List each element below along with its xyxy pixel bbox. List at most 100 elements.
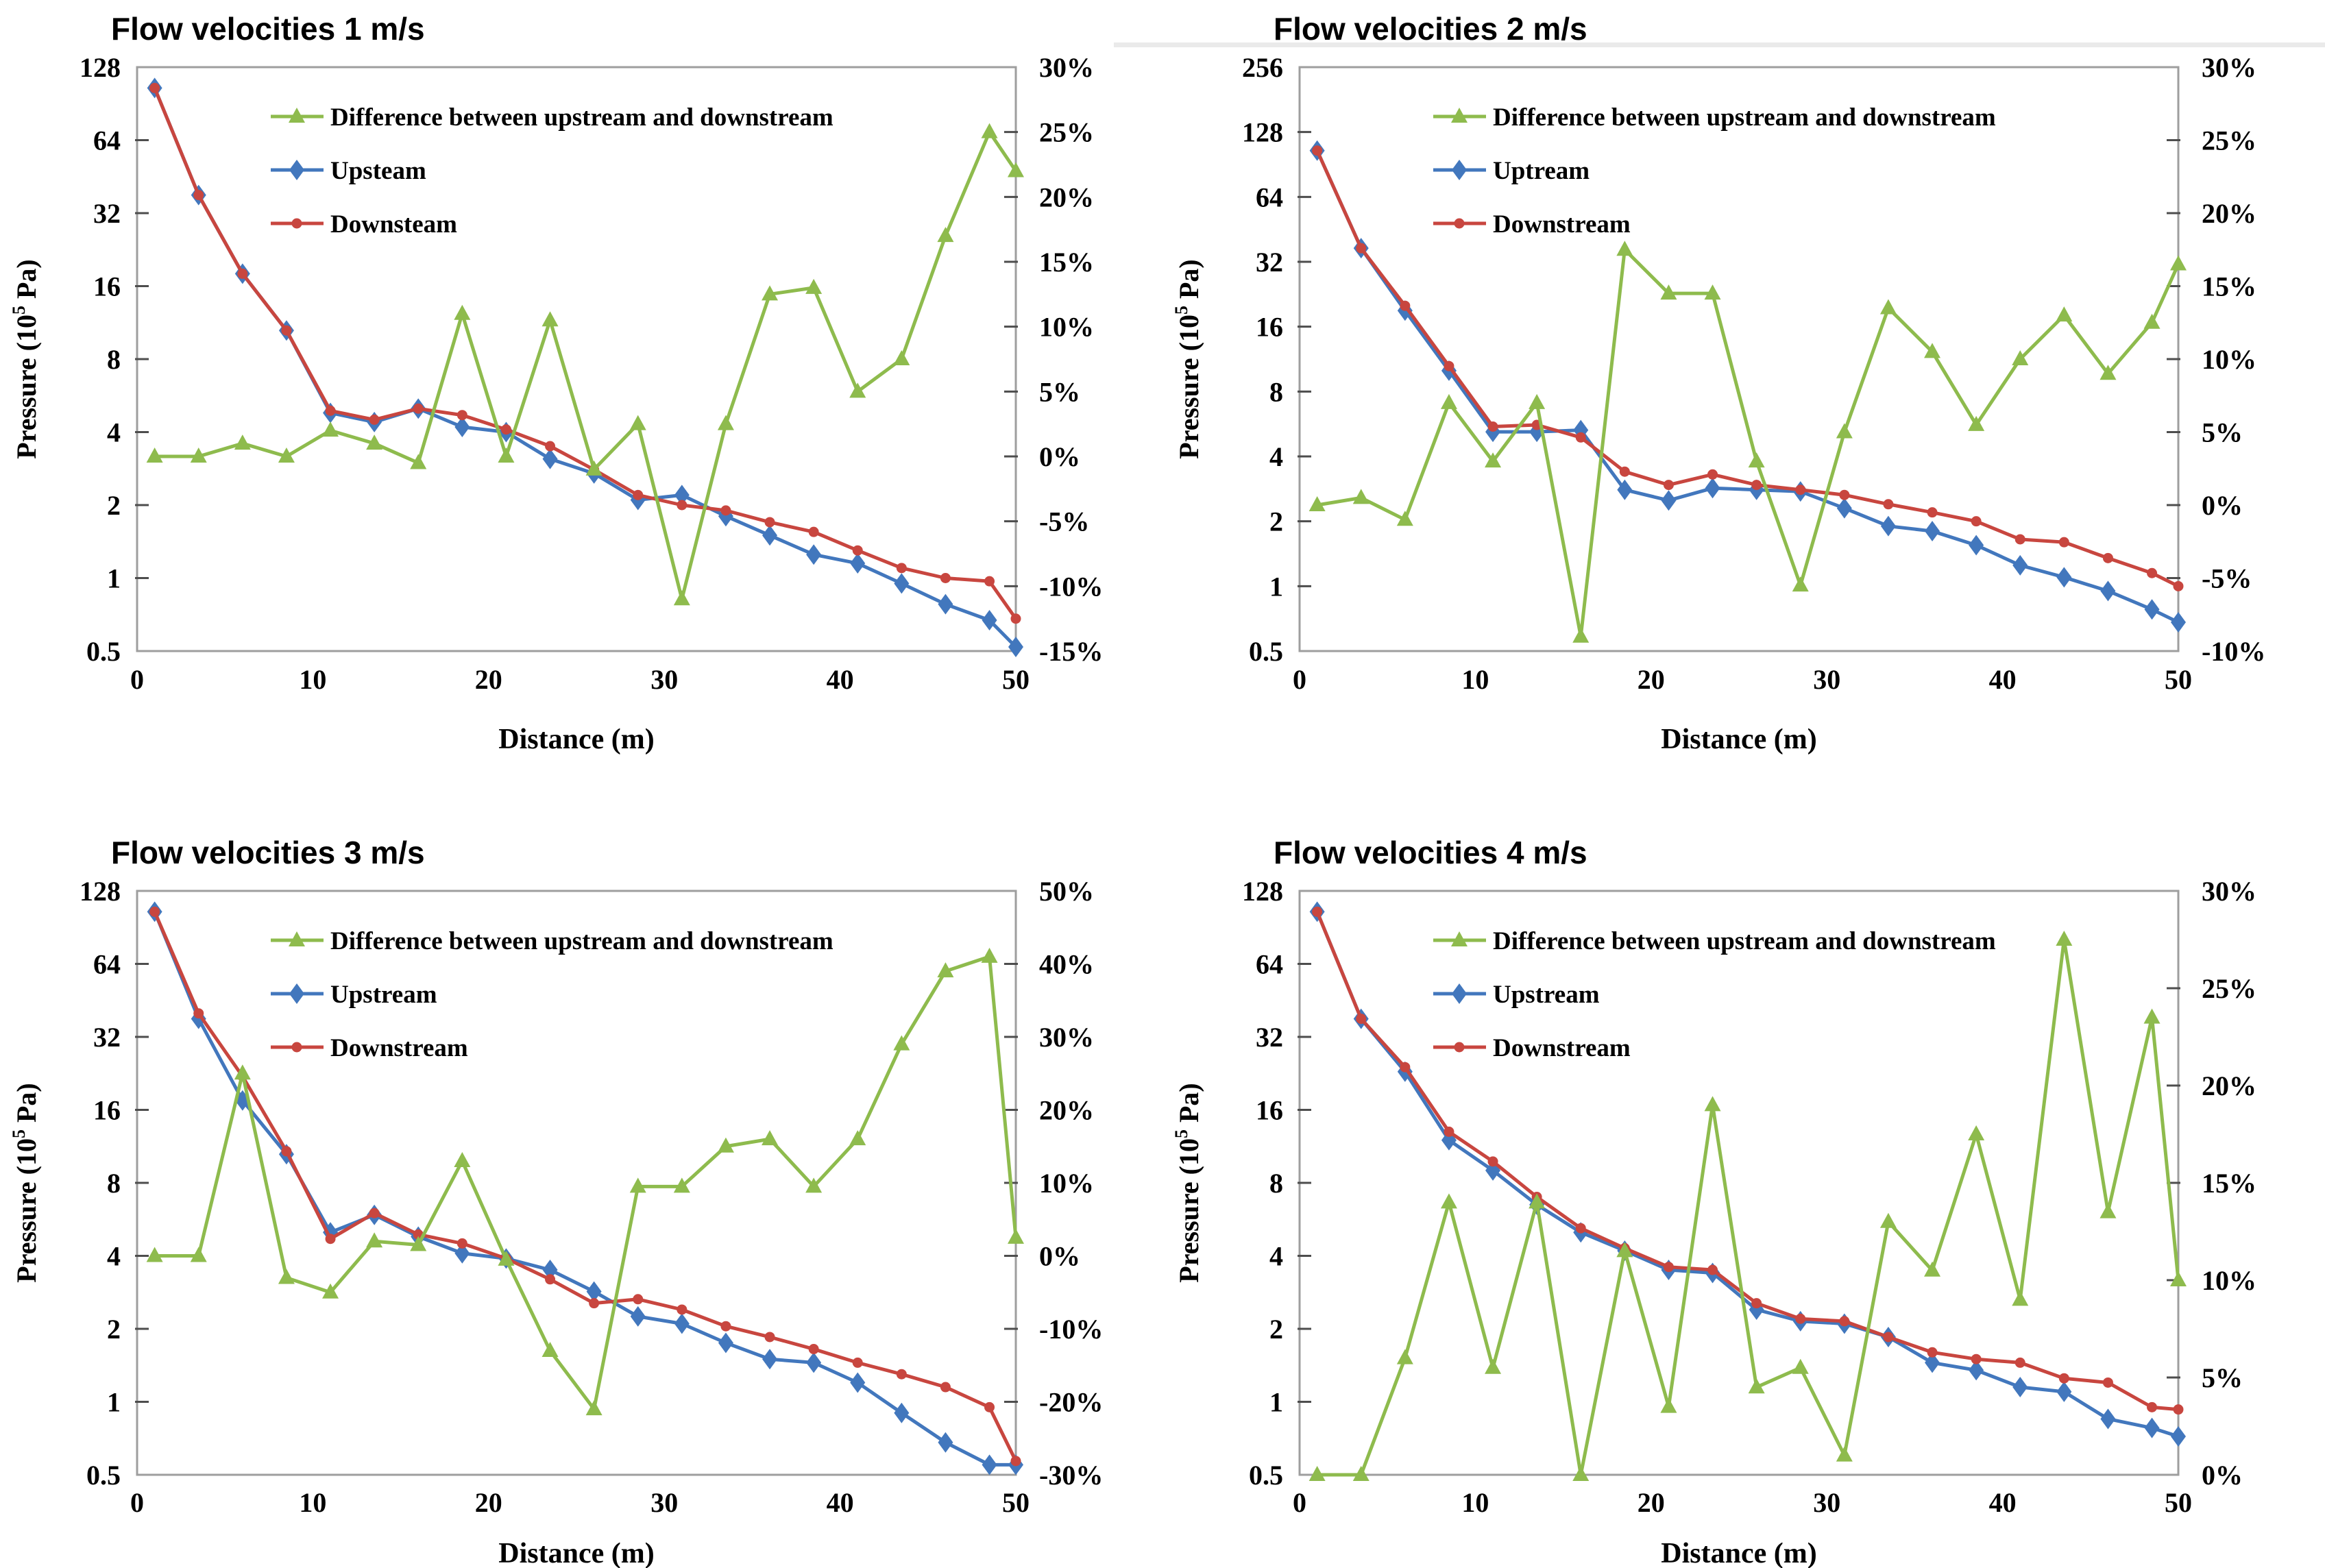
- downstream-marker: [193, 1008, 204, 1019]
- y-axis-label: Pressure (105 Pa): [9, 1083, 42, 1282]
- y-right-tick-label: 0%: [1039, 441, 1080, 472]
- plot-area: [1298, 890, 2180, 1476]
- downstream-marker: [1971, 516, 1982, 527]
- downstream-marker: [457, 1238, 467, 1249]
- y-right-tick-label: -10%: [1039, 571, 1103, 602]
- x-tick-label: 10: [1461, 664, 1489, 695]
- difference-marker: [2099, 365, 2117, 380]
- x-tick-label: 30: [1813, 664, 1840, 695]
- difference-marker: [1616, 241, 1633, 256]
- difference-marker: [1008, 1228, 1024, 1244]
- upstream-marker: [234, 1090, 250, 1111]
- downstream-marker: [1971, 1353, 1982, 1364]
- downstream-marker: [1575, 432, 1586, 443]
- difference-marker: [1836, 423, 1853, 439]
- difference-marker: [673, 1177, 690, 1193]
- x-tick-label: 20: [1638, 1487, 1665, 1518]
- legend-item-difference: Difference between upstream and downstre…: [271, 103, 833, 132]
- upstream-marker: [191, 1008, 206, 1029]
- legend-item-downstream: Downsteam: [271, 210, 457, 238]
- legend-item-upstream: Upsteam: [271, 157, 426, 185]
- y-right-tick-label: 30%: [1039, 1022, 1094, 1053]
- upstream-marker: [982, 610, 997, 631]
- difference-marker: [498, 448, 515, 463]
- y-right-tick-label: -5%: [2202, 563, 2252, 594]
- x-tick-label: 50: [1002, 664, 1030, 695]
- downstream-marker: [940, 573, 951, 583]
- downstream-marker: [1751, 480, 1762, 491]
- upstream-marker: [2144, 1417, 2160, 1438]
- y-right-tick-label: 30%: [2202, 876, 2256, 907]
- downstream-marker: [2102, 1377, 2113, 1388]
- difference-marker: [849, 1130, 866, 1146]
- downstream-marker: [369, 1208, 380, 1218]
- difference-marker: [1529, 1193, 1546, 1209]
- chart-title: Flow velocities 1 m/s: [111, 11, 425, 47]
- legend-label: Upstream: [330, 981, 437, 1009]
- legend-item-upstream: Upstream: [1433, 981, 1600, 1009]
- downstream-marker: [2147, 1401, 2158, 1412]
- upstream-marker: [982, 1454, 997, 1475]
- difference-marker: [1792, 576, 1809, 592]
- upstream-marker: [1969, 535, 1984, 556]
- y-left-tick-label: 64: [1256, 949, 1283, 980]
- difference-marker: [1924, 343, 1941, 358]
- upstream-legend-marker-icon: [1452, 160, 1467, 180]
- y-left-tick-label: 8: [1269, 376, 1283, 407]
- y-left-tick-label: 16: [1256, 1095, 1283, 1126]
- legend-label: Upsteam: [330, 157, 426, 185]
- upstream-marker: [2056, 1381, 2072, 1402]
- y-left-tick-label: 8: [1269, 1168, 1283, 1199]
- y-left-tick-label: 2: [1269, 506, 1283, 537]
- difference-marker: [1352, 489, 1370, 504]
- difference-marker: [1008, 162, 1024, 177]
- difference-marker: [2170, 255, 2187, 271]
- top-right-divider-line: [1114, 42, 2325, 47]
- y-right-tick-label: 5%: [2202, 1362, 2243, 1393]
- y-left-tick-label: 2: [107, 490, 121, 521]
- y-right-tick-label: 20%: [2202, 198, 2256, 229]
- downstream-marker: [1927, 507, 1938, 518]
- upstream-marker: [542, 1260, 558, 1281]
- downstream-marker: [2058, 537, 2069, 548]
- difference-marker: [1308, 496, 1326, 511]
- chart-svg-3: Flow velocities 3 m/s 128 64 32 16 8 4 2 1 0.5 50%…: [9, 835, 1103, 1568]
- upstream-marker: [850, 553, 866, 574]
- legend-label: Downstream: [1493, 210, 1631, 238]
- y-left-tick-label: 128: [80, 52, 121, 83]
- downstream-marker: [1356, 1014, 1367, 1025]
- downstream-marker: [984, 1401, 995, 1412]
- downstream-marker: [1883, 499, 1894, 510]
- downstream-marker: [1663, 1262, 1674, 1273]
- y-left-tick-label: 32: [1256, 247, 1283, 278]
- x-tick-label: 10: [299, 664, 326, 695]
- difference-marker: [1968, 1125, 1985, 1140]
- x-tick-label: 40: [827, 664, 854, 695]
- difference-marker: [805, 1177, 823, 1193]
- x-tick-label: 0: [130, 664, 144, 695]
- downstream-marker: [720, 505, 731, 516]
- plot-area: [1298, 66, 2180, 652]
- difference-marker: [454, 1152, 471, 1168]
- downstream-marker: [369, 414, 380, 425]
- plot-area: [136, 66, 1017, 652]
- upstream-legend-marker-icon: [289, 983, 304, 1004]
- y-right-tick-label: 30%: [2202, 52, 2256, 83]
- difference-marker: [1396, 511, 1413, 526]
- upstream-marker: [1925, 521, 1940, 542]
- difference-marker: [893, 1035, 910, 1051]
- downstream-marker: [1839, 1316, 1850, 1327]
- difference-marker: [1572, 1466, 1590, 1481]
- difference-marker: [454, 304, 471, 320]
- y-left-tick-label: 16: [93, 1095, 121, 1126]
- downstream-legend-marker-icon: [291, 1042, 302, 1053]
- upstream-marker: [1836, 498, 1852, 519]
- downstream-marker: [325, 1234, 336, 1245]
- difference-marker: [673, 590, 690, 606]
- y-left-tick-label: 2: [107, 1314, 121, 1345]
- upstream-marker: [762, 1349, 778, 1370]
- downstream-marker: [940, 1382, 951, 1393]
- y-right-tick-label: 0%: [2202, 1460, 2243, 1491]
- difference-marker: [1704, 1096, 1721, 1112]
